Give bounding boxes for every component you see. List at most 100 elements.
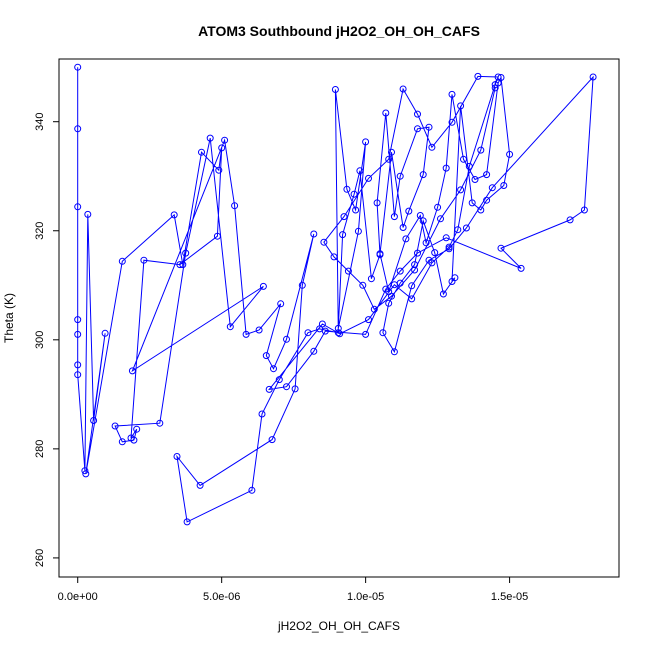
data-point (566, 216, 574, 224)
data-point (517, 264, 525, 272)
data-point (248, 486, 256, 494)
data-point (382, 285, 390, 293)
data-point (283, 335, 290, 343)
data-point (491, 81, 499, 89)
x-axis-label: jH2O2_OH_OH_CAFS (277, 619, 400, 633)
data-point (362, 138, 370, 146)
data-point (373, 199, 381, 207)
data-point (506, 150, 514, 158)
data-point (268, 436, 276, 444)
data-point (390, 348, 398, 356)
data-point (74, 63, 82, 71)
data-point (196, 481, 204, 489)
data-point (344, 267, 352, 275)
data-point (352, 206, 360, 214)
data-point (298, 281, 306, 289)
data-point (477, 146, 485, 154)
data-point (176, 261, 184, 269)
data-point (258, 410, 266, 418)
data-point (416, 212, 424, 219)
data-point (388, 292, 395, 300)
data-point (84, 210, 92, 218)
data-point (330, 253, 338, 261)
data-point (74, 316, 82, 324)
data-point (483, 196, 491, 204)
data-point (156, 419, 164, 427)
data-point (334, 329, 342, 337)
data-point (448, 90, 456, 98)
data-point (81, 467, 89, 475)
data-point (428, 143, 436, 151)
data-point (497, 74, 505, 81)
x-tick-label: 0.0e+00 (58, 591, 98, 603)
data-point (457, 186, 465, 194)
data-point (414, 125, 421, 133)
data-point (442, 234, 450, 242)
data-point (74, 371, 82, 379)
y-axis-label: Theta (K) (2, 293, 16, 343)
data-point (215, 166, 223, 174)
data-point (362, 330, 370, 338)
x-tick-label: 1.0e-05 (347, 591, 384, 603)
y-tick-label: 340 (34, 113, 46, 131)
data-point (500, 182, 508, 189)
series-line (77, 67, 594, 523)
data-point (408, 295, 416, 303)
data-point (277, 300, 285, 308)
data-point (494, 73, 502, 81)
data-point (140, 256, 148, 264)
data-point (419, 171, 427, 179)
y-tick-label: 320 (34, 222, 46, 240)
data-point (376, 250, 384, 258)
data-point (231, 202, 239, 210)
data-point (365, 174, 372, 182)
data-point (291, 385, 299, 393)
data-point (128, 367, 136, 375)
x-axis: 0.0e+00 5.0e-06 1.0e-05 1.5e-05 (58, 576, 528, 603)
data-point (213, 232, 221, 240)
data-point (399, 224, 407, 231)
data-point (434, 203, 442, 211)
data-point (173, 453, 181, 460)
chart-title: ATOM3 Southbound jH2O2_OH_OH_CAFS (198, 23, 480, 39)
data-point (414, 110, 421, 118)
data-point (465, 162, 473, 170)
data-point (454, 226, 462, 234)
data-point (90, 417, 98, 424)
data-point (396, 172, 404, 180)
data-point (170, 211, 178, 219)
data-point (221, 136, 229, 144)
data-point (431, 249, 439, 257)
data-point (474, 72, 482, 80)
data-point (439, 290, 447, 298)
data-point (422, 239, 430, 247)
data-point (350, 190, 358, 198)
data-point (183, 518, 191, 526)
data-point (111, 422, 119, 430)
data-point (388, 148, 395, 156)
data-point (339, 231, 347, 239)
x-tick-label: 5.0e-06 (203, 591, 240, 603)
data-point (242, 330, 250, 338)
data-point (425, 123, 433, 131)
data-point (408, 282, 416, 290)
data-point (74, 125, 82, 133)
data-point (262, 352, 270, 360)
data-point (396, 267, 404, 275)
series-layer (74, 63, 597, 526)
data-point (419, 217, 427, 225)
data-point (448, 118, 456, 126)
data-point (437, 215, 444, 223)
data-point (460, 155, 467, 163)
data-point (265, 385, 273, 393)
data-point (118, 257, 126, 265)
data-point (405, 207, 413, 215)
data-point (411, 261, 419, 269)
data-point (331, 86, 339, 93)
data-point (356, 167, 364, 175)
data-point (259, 282, 267, 290)
data-point (118, 438, 126, 446)
data-point (74, 330, 82, 338)
data-point (390, 213, 398, 221)
